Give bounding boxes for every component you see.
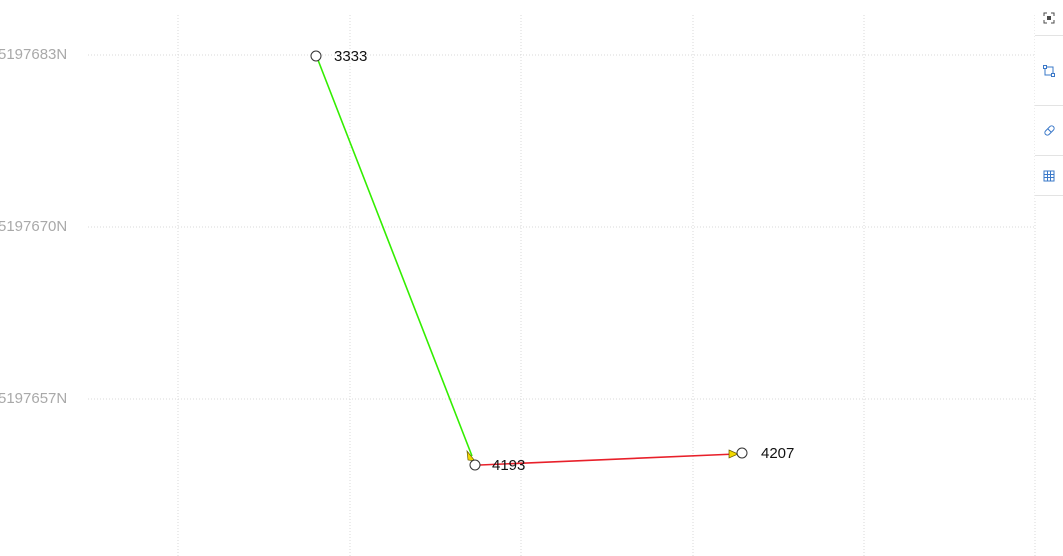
select-rectangle-icon xyxy=(1043,64,1055,77)
y-axis-label: 5197683N xyxy=(0,46,67,63)
y-axis-label: 5197670N xyxy=(0,218,67,235)
measure-icon xyxy=(1043,125,1055,136)
fit-extent-icon xyxy=(1043,12,1055,23)
point-label-4207: 4207 xyxy=(761,445,794,462)
measure-button[interactable] xyxy=(1035,106,1063,156)
fit-extent-button[interactable] xyxy=(1035,0,1063,36)
point-label-3333: 3333 xyxy=(334,48,367,65)
map-toolbar xyxy=(1035,0,1063,200)
point-label-4193: 4193 xyxy=(492,457,525,474)
point-marker-4207[interactable] xyxy=(736,447,748,459)
segment-4193-4207[interactable] xyxy=(479,453,737,466)
direction-arrow xyxy=(728,449,739,459)
point-marker-3333[interactable] xyxy=(310,50,322,62)
segment-3333-4193[interactable] xyxy=(317,59,473,457)
grid-toggle-button[interactable] xyxy=(1035,156,1063,196)
select-rectangle-button[interactable] xyxy=(1035,36,1063,106)
y-axis-label: 5197657N xyxy=(0,390,67,407)
direction-arrow xyxy=(466,449,476,462)
grid-icon xyxy=(1043,170,1055,181)
point-marker-4193[interactable] xyxy=(469,459,481,471)
grid xyxy=(88,15,1036,556)
